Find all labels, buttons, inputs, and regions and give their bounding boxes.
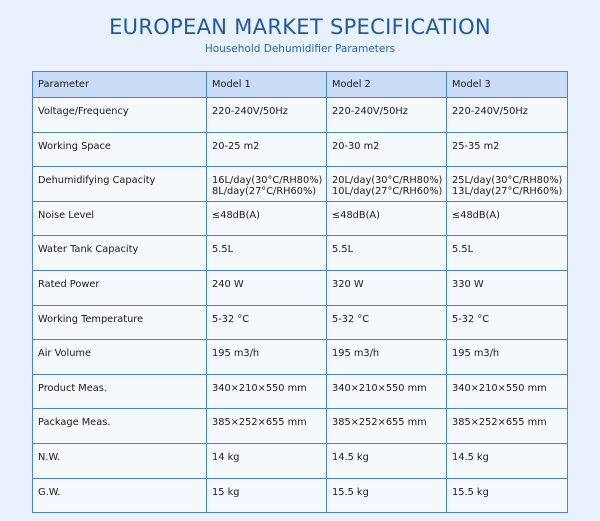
cell: 340×210×550 mm <box>446 373 568 410</box>
title: EUROPEAN MARKET SPECIFICATION <box>109 15 491 39</box>
column-header: Model 1 <box>206 71 327 98</box>
cell: 5-32 °C <box>446 304 568 341</box>
table-row: Dehumidifying Capacity 16L/day(30°C/RH80%… <box>32 166 568 202</box>
cell: 5.5L <box>326 235 447 271</box>
cell: 15.5 kg <box>446 477 568 514</box>
cell: 5-32 °C <box>206 304 327 341</box>
cell: ≤48dB(A) <box>326 200 447 237</box>
row-label: Product Meas. <box>32 373 207 410</box>
subtitle: Household Dehumidifier Parameters <box>204 43 396 55</box>
cell: 5.5L <box>446 235 568 271</box>
cell: 220-240V/50Hz <box>326 97 447 133</box>
table-row: Working Temperature 5-32 °C 5-32 °C 5-32 °C <box>32 304 568 341</box>
row-label: Rated Power <box>32 269 207 306</box>
cell: 16L/day(30°C/RH80%) 8L/day(27°C/RH60%) <box>206 166 327 202</box>
cell: ≤48dB(A) <box>206 200 327 237</box>
cell: 20L/day(30°C/RH80%) 10L/day(27°C/RH60%) <box>326 166 447 202</box>
cell: 195 m3/h <box>446 339 568 375</box>
cell: 220-240V/50Hz <box>446 97 568 133</box>
cell: 15.5 kg <box>326 477 447 514</box>
table-row: Product Meas. 340×210×550 mm 340×210×550 m… <box>32 373 568 410</box>
row-label: Dehumidifying Capacity <box>32 166 207 202</box>
column-header: Parameter <box>32 71 207 98</box>
table-row: Working Space 20-25 m2 20-30 m2 25-35 m2 <box>32 131 568 168</box>
cell: 195 m3/h <box>206 339 327 375</box>
cell: 240 W <box>206 269 327 306</box>
row-label: Working Space <box>32 131 207 168</box>
cell: 25-35 m2 <box>446 131 568 168</box>
row-label: Air Volume <box>32 339 207 375</box>
cell: 385×252×655 mm <box>326 408 447 444</box>
cell: 385×252×655 mm <box>446 408 568 444</box>
table-row: N.W. 14 kg 14.5 kg 14.5 kg <box>32 442 568 479</box>
cell: 340×210×550 mm <box>206 373 327 410</box>
cell: 385×252×655 mm <box>206 408 327 444</box>
header-row: Parameter Model 1 Model 2 Model 3 <box>32 71 568 98</box>
cell: 14.5 kg <box>446 442 568 479</box>
cell: 320 W <box>326 269 447 306</box>
cell: 25L/day(30°C/RH80%) 13L/day(27°C/RH60%) <box>446 166 568 202</box>
cell: 5.5L <box>206 235 327 271</box>
cell: 5-32 °C <box>326 304 447 341</box>
cell: ≤48dB(A) <box>446 200 568 237</box>
table-row: G.W. 15 kg 15.5 kg 15.5 kg <box>32 477 568 514</box>
row-label: Water Tank Capacity <box>32 235 207 271</box>
cell: 14.5 kg <box>326 442 447 479</box>
cell: 330 W <box>446 269 568 306</box>
cell: 14 kg <box>206 442 327 479</box>
column-header: Model 2 <box>326 71 447 98</box>
table-row: Voltage/Frequency 220-240V/50Hz 220-240V/5… <box>32 97 568 133</box>
cell: 15 kg <box>206 477 327 514</box>
cell: 195 m3/h <box>326 339 447 375</box>
row-label: Noise Level <box>32 200 207 237</box>
row-label: Package Meas. <box>32 408 207 444</box>
cell: 340×210×550 mm <box>326 373 447 410</box>
table-row: Noise Level ≤48dB(A) ≤48dB(A) ≤48dB(A) <box>32 200 568 237</box>
table-row: Package Meas. 385×252×655 mm 385×252×655 m… <box>32 408 568 444</box>
table-row: Water Tank Capacity 5.5L 5.5L 5.5L <box>32 235 568 271</box>
cell: 20-25 m2 <box>206 131 327 168</box>
table-body: Voltage/Frequency 220-240V/50Hz 220-240V/5… <box>32 97 568 514</box>
column-header: Model 3 <box>446 71 568 98</box>
table-row: Rated Power 240 W 320 W 330 W <box>32 269 568 306</box>
cell: 220-240V/50Hz <box>206 97 327 133</box>
row-label: N.W. <box>32 442 207 479</box>
row-label: G.W. <box>32 477 207 514</box>
spec-table: Parameter Model 1 Model 2 Model 3 Voltage/F… <box>32 71 568 514</box>
row-label: Voltage/Frequency <box>32 97 207 133</box>
table-row: Air Volume 195 m3/h 195 m3/h 195 m3/h <box>32 339 568 375</box>
cell: 20-30 m2 <box>326 131 447 168</box>
row-label: Working Temperature <box>32 304 207 341</box>
